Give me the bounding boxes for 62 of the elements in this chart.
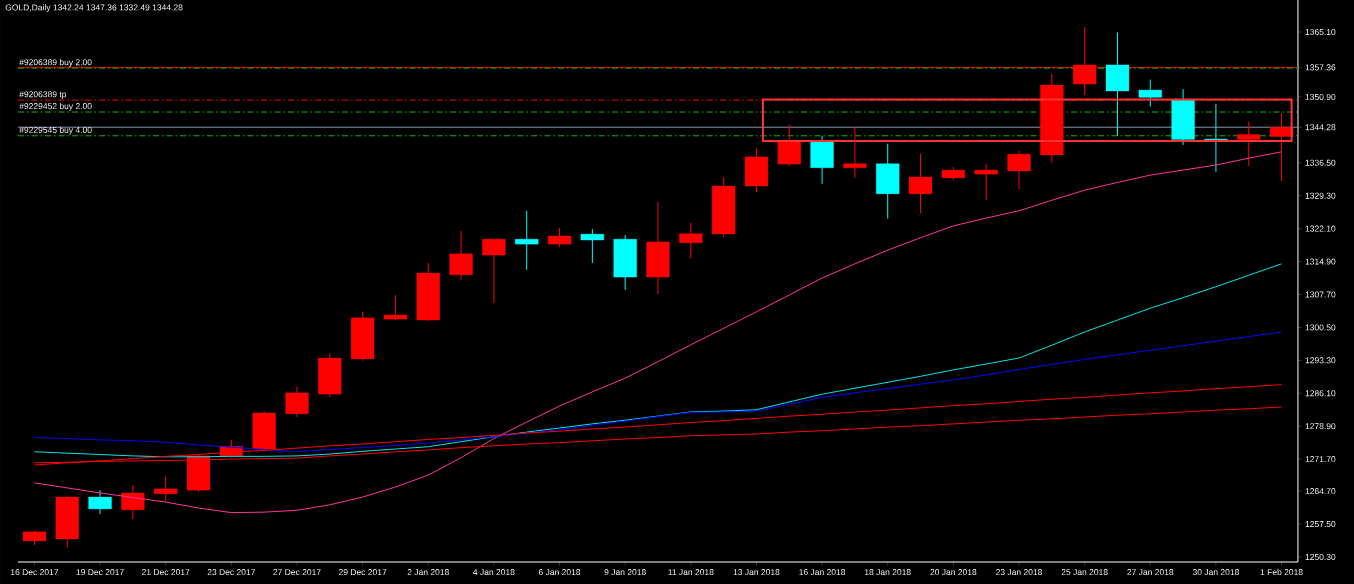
candlestick <box>154 475 178 503</box>
x-tick-label: 13 Jan 2018 <box>733 569 780 576</box>
x-tick-label: 9 Jan 2018 <box>604 569 646 576</box>
x-tick-label: 27 Jan 2018 <box>1127 569 1174 576</box>
candlestick <box>121 484 145 520</box>
y-tick-label: 1329.30 <box>1305 192 1336 199</box>
candlestick <box>1269 112 1294 182</box>
candlestick <box>383 294 408 321</box>
candlestick <box>482 238 506 304</box>
candlestick <box>547 227 572 248</box>
y-tick-label: 1322.10 <box>1305 225 1336 232</box>
candlestick <box>1204 103 1228 173</box>
ref-line-label: #9206389 tp <box>19 91 67 99</box>
y-tick-label: 1300.50 <box>1305 324 1336 331</box>
x-tick-label: 19 Dec 2017 <box>76 569 124 576</box>
y-tick-label: 1336.50 <box>1305 159 1336 166</box>
candlestick <box>1138 79 1162 108</box>
y-tick-label: 1293.30 <box>1305 357 1336 364</box>
candlestick <box>1007 150 1031 190</box>
y-tick-label: 1365.10 <box>1305 28 1336 35</box>
candlestick <box>1237 121 1261 167</box>
y-tick-label: 1314.90 <box>1305 258 1336 265</box>
x-tick-label: 18 Jan 2018 <box>864 569 911 576</box>
candlestick <box>908 153 933 214</box>
x-tick-label: 16 Dec 2017 <box>10 569 59 576</box>
candlestick <box>515 210 539 271</box>
x-tick-label: 2 Jan 2018 <box>407 569 449 576</box>
y-tick-label: 1278.90 <box>1305 423 1336 430</box>
x-tick-label: 21 Dec 2017 <box>142 569 190 576</box>
candlestick <box>285 386 309 418</box>
x-tick-label: 29 Dec 2017 <box>338 569 387 576</box>
x-tick-label: 11 Jan 2018 <box>668 569 714 576</box>
candlestick <box>449 230 473 281</box>
x-tick-label: 27 Dec 2017 <box>273 569 321 576</box>
y-tick-label: 1264.70 <box>1305 488 1336 495</box>
y-tick-label: 1344.28 <box>1305 124 1336 131</box>
candlestick <box>974 163 998 201</box>
y-tick-label: 1357.36 <box>1305 64 1336 71</box>
y-tick-label: 1286.10 <box>1305 390 1336 397</box>
candlestick <box>580 228 604 264</box>
y-tick-label: 1307.70 <box>1305 291 1336 298</box>
x-tick-label: 1 Feb 2018 <box>1260 568 1303 576</box>
x-tick-label: 6 Jan 2018 <box>538 569 581 576</box>
candlestick <box>679 222 703 260</box>
y-tick-label: 1250.30 <box>1305 553 1336 560</box>
x-tick-label: 23 Jan 2018 <box>996 569 1043 576</box>
x-tick-label: 20 Jan 2018 <box>930 569 977 576</box>
ref-line-label: #9229545 buy 4.00 <box>19 126 92 135</box>
x-tick-label: 4 Jan 2018 <box>473 569 515 576</box>
x-tick-label: 16 Jan 2018 <box>799 569 846 576</box>
candlestick <box>88 489 112 515</box>
candlestick <box>777 124 801 167</box>
x-tick-label: 30 Jan 2018 <box>1192 569 1239 576</box>
ref-line-label: #9229452 buy 2.00 <box>19 102 92 111</box>
candlestick <box>843 126 867 179</box>
x-tick-label: 25 Jan 2018 <box>1061 569 1108 576</box>
chart-title: GOLD,Daily 1342.24 1347.36 1332.49 1344.28 <box>5 4 183 13</box>
y-tick-label: 1350.90 <box>1305 93 1336 100</box>
y-tick-label: 1271.70 <box>1305 456 1336 463</box>
y-tick-label: 1257.50 <box>1305 521 1336 528</box>
ref-line-label: #9206389 buy 2.00 <box>19 59 92 67</box>
x-tick-label: 23 Dec 2017 <box>207 569 255 576</box>
